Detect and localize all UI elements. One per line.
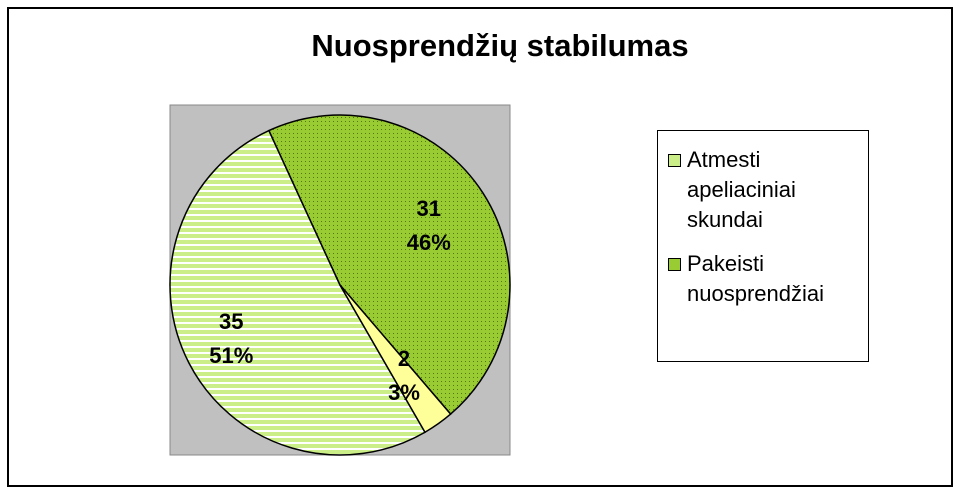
legend-label: Pakeisti nuosprendžiai	[687, 251, 824, 306]
legend-swatch	[668, 258, 681, 271]
percentage-label: 51%	[209, 343, 253, 368]
percentage-label: 3%	[388, 380, 420, 405]
legend-entry: Atmesti apeliaciniai skundai	[668, 145, 862, 235]
percentage-label: 46%	[407, 230, 451, 255]
pie-slice	[267, 114, 511, 416]
pie: 35 51% 31 46% 2 3%	[169, 114, 511, 456]
pie-slice	[339, 284, 452, 434]
legend-entry: Pakeisti nuosprendžiai	[668, 249, 862, 309]
value-label: 35	[219, 309, 243, 334]
legend: Atmesti apeliaciniai skundai Pakeisti nuo…	[657, 130, 869, 362]
value-label: 31	[417, 196, 441, 221]
pie-slice	[169, 129, 427, 456]
value-label: 2	[398, 346, 410, 371]
legend-label: Atmesti apeliaciniai skundai	[687, 147, 796, 232]
legend-swatch	[668, 154, 681, 167]
chart-title: Nuosprendžių stabilumas	[311, 28, 688, 63]
